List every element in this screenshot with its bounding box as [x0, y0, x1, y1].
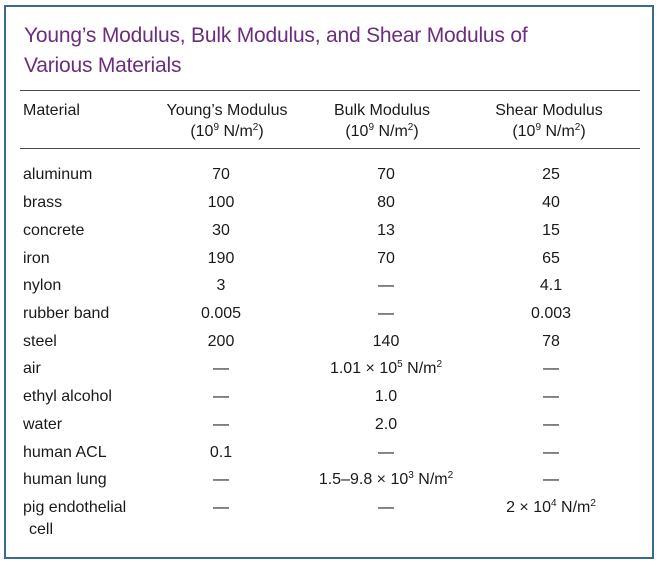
cell-material: nylon [23, 277, 62, 294]
header-material: Material [23, 100, 80, 121]
title-line-2: Various Materials [24, 54, 182, 77]
cell-shear-modulus: — [543, 416, 559, 433]
table-row: iron 190 70 65 [6, 248, 652, 274]
cell-shear-modulus: 2 × 104 N/m2 [506, 498, 596, 517]
cell-bulk-modulus: — [378, 277, 394, 294]
title-line-1: Young’s Modulus, Bulk Modulus, and Shear… [24, 24, 528, 47]
cell-shear-modulus: 15 [542, 222, 560, 239]
cell-material: rubber band [23, 305, 110, 322]
cell-young-modulus: 0.1 [209, 444, 233, 461]
cell-shear-modulus: 4.1 [539, 277, 563, 294]
table-title: Young’s Modulus, Bulk Modulus, and Shear… [24, 21, 624, 81]
cell-shear-modulus: 0.003 [530, 305, 572, 322]
cell-shear-modulus: 25 [542, 166, 560, 183]
cell-bulk-modulus: — [378, 444, 394, 461]
cell-material: human lung [23, 471, 107, 488]
cell-bulk-modulus: 80 [377, 194, 395, 211]
header-shear-unit: (109 N/m2) [512, 122, 586, 141]
cell-material: ethyl alcohol [23, 388, 112, 405]
cell-material: brass [23, 194, 63, 211]
cell-shear-modulus: 40 [542, 194, 560, 211]
cell-material: steel [23, 333, 57, 350]
cell-material: pig endothelial cell [23, 499, 127, 538]
cell-bulk-modulus: 13 [377, 222, 395, 239]
header-material-label: Material [23, 102, 80, 119]
cell-young-modulus: 3 [216, 277, 226, 294]
header-shear-label: Shear Modulus [495, 102, 603, 119]
cell-bulk-modulus: 140 [372, 333, 400, 350]
table-row: aluminum 70 70 25 [6, 164, 652, 190]
cell-material: aluminum [23, 166, 93, 183]
table-row: steel 200 140 78 [6, 331, 652, 357]
header-bulk-label: Bulk Modulus [333, 102, 431, 119]
header-rule [20, 148, 640, 149]
cell-young-modulus: — [213, 471, 229, 488]
cell-shear-modulus: — [543, 388, 559, 405]
cell-bulk-modulus: 70 [377, 250, 395, 267]
cell-shear-modulus: 65 [542, 250, 560, 267]
cell-material: concrete [23, 222, 85, 239]
table-row: human lung — 1.5–9.8 × 103 N/m2 — [6, 469, 652, 495]
table-row: human ACL 0.1 — — [6, 442, 652, 468]
cell-material: iron [23, 250, 50, 267]
cell-young-modulus: 100 [207, 194, 235, 211]
cell-young-modulus: — [213, 360, 229, 377]
table-row: water — 2.0 — [6, 414, 652, 440]
cell-shear-modulus: — [543, 360, 559, 377]
cell-bulk-modulus: — [378, 499, 394, 516]
cell-young-modulus: 190 [207, 250, 235, 267]
table-frame: Young’s Modulus, Bulk Modulus, and Shear… [4, 5, 654, 559]
table-row: pig endothelial cell — — 2 × 104 N/m2 [6, 497, 652, 539]
header-young-unit: (109 N/m2) [190, 122, 264, 141]
cell-bulk-modulus: 1.01 × 105 N/m2 [329, 359, 443, 378]
cell-young-modulus: — [213, 388, 229, 405]
cell-shear-modulus: 78 [542, 333, 560, 350]
table-row: concrete 30 13 15 [6, 220, 652, 246]
cell-young-modulus: 0.005 [200, 305, 242, 322]
table-row: nylon 3 — 4.1 [6, 275, 652, 301]
table-row: air — 1.01 × 105 N/m2 — [6, 358, 652, 384]
cell-shear-modulus: — [543, 471, 559, 488]
cell-young-modulus: 200 [207, 333, 235, 350]
header-young-label: Young’s Modulus [166, 102, 288, 119]
cell-young-modulus: 30 [212, 222, 230, 239]
cell-material: water [23, 416, 63, 433]
table-row: ethyl alcohol — 1.0 — [6, 386, 652, 412]
header-shear: Shear Modulus (109 N/m2) [478, 100, 620, 142]
cell-bulk-modulus: 70 [377, 166, 395, 183]
cell-young-modulus: — [213, 499, 229, 516]
table-row: rubber band 0.005 — 0.003 [6, 303, 652, 329]
cell-material: human ACL [23, 444, 107, 461]
cell-young-modulus: — [213, 416, 229, 433]
cell-shear-modulus: — [543, 444, 559, 461]
cell-bulk-modulus: 1.5–9.8 × 103 N/m2 [318, 470, 454, 489]
cell-material: air [23, 360, 41, 377]
top-rule [20, 90, 640, 91]
header-bulk: Bulk Modulus (109 N/m2) [311, 100, 453, 142]
cell-bulk-modulus: 1.0 [374, 388, 398, 405]
cell-bulk-modulus: — [378, 305, 394, 322]
cell-young-modulus: 70 [212, 166, 230, 183]
table-row: brass 100 80 40 [6, 192, 652, 218]
header-young: Young’s Modulus (109 N/m2) [156, 100, 298, 142]
header-bulk-unit: (109 N/m2) [345, 122, 419, 141]
cell-bulk-modulus: 2.0 [374, 416, 398, 433]
